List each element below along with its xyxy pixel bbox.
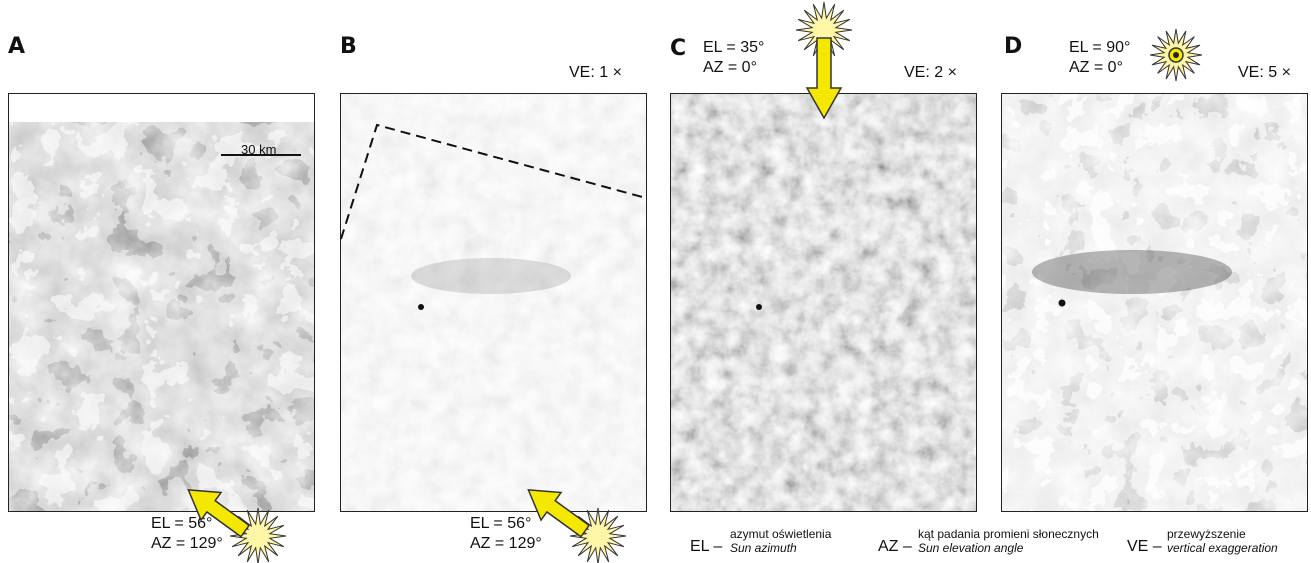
legend-ve-line1: przewyższenie xyxy=(1167,527,1246,541)
panel-d-hillshade xyxy=(1001,93,1308,512)
panel-a-sun-icon xyxy=(229,507,287,563)
panel-c-el-label: EL = 35° xyxy=(703,39,765,56)
panel-b-letter: B xyxy=(340,34,357,59)
panel-d-el-label: EL = 90° xyxy=(1069,39,1131,56)
dark-basin xyxy=(1032,250,1232,294)
panel-a-letter: A xyxy=(8,34,26,59)
valley-highlight xyxy=(721,206,941,246)
image-boundary-line xyxy=(341,123,646,240)
panel-c-hillshade xyxy=(670,93,977,512)
legend-el-line1: azymut oświetlenia xyxy=(730,527,832,541)
panel-d-sun-icon xyxy=(1149,28,1203,82)
legend-el-abbr: EL – xyxy=(690,538,723,555)
panel-b-ve-label: VE: 1 × xyxy=(569,64,622,81)
legend-ve-abbr: VE – xyxy=(1127,538,1162,555)
panel-c-ve-label: VE: 2 × xyxy=(904,64,957,81)
ridge-shade xyxy=(411,258,571,294)
panel-b-az-label: AZ = 129° xyxy=(470,535,542,552)
panel-c-letter: C xyxy=(670,36,687,61)
scale-bar-label: 30 km xyxy=(241,142,277,157)
lake-mark xyxy=(756,304,762,310)
legend-ve-line2: vertical exaggeration xyxy=(1167,541,1278,555)
panel-b-hillshade xyxy=(340,93,647,512)
panel-d-ve-label: VE: 5 × xyxy=(1238,64,1291,81)
panel-b-el-label: EL = 56° xyxy=(470,515,532,532)
panel-c-sun-icon xyxy=(795,1,853,59)
legend-el-line2: Sun azimuth xyxy=(730,541,797,555)
panel-a-el-label: EL = 56° xyxy=(151,515,213,532)
valley-highlight-2 xyxy=(711,351,971,387)
lake-mark xyxy=(1058,299,1066,307)
legend-az-abbr: AZ – xyxy=(878,538,912,555)
panel-d-letter: D xyxy=(1004,34,1023,59)
legend-az-line2: Sun elevation angle xyxy=(918,541,1024,555)
panel-a-satellite-image: 30 km xyxy=(8,93,315,512)
lake-mark xyxy=(418,304,424,310)
legend-az-line1: kąt padania promieni słonecznych xyxy=(918,527,1099,541)
panel-d-az-label: AZ = 0° xyxy=(1069,59,1123,76)
panel-a-az-label: AZ = 129° xyxy=(151,535,223,552)
scale-bar xyxy=(221,154,301,156)
panel-c-az-label: AZ = 0° xyxy=(703,59,757,76)
panel-b-sun-icon xyxy=(569,507,627,563)
